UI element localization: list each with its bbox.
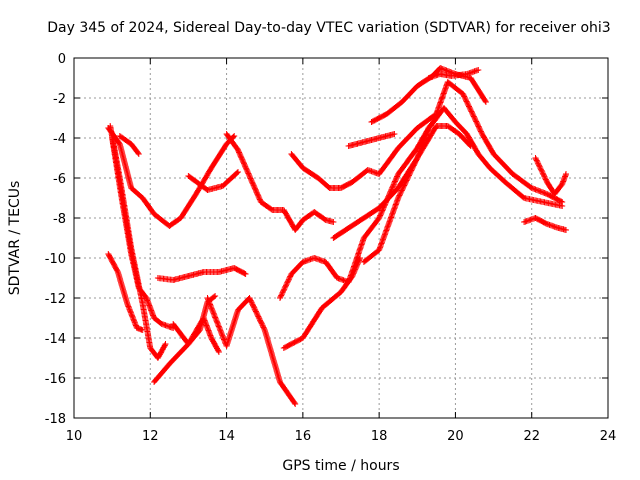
series-track-7 <box>154 265 249 283</box>
x-tick-label: 16 <box>295 429 312 444</box>
y-tick-label: -12 <box>45 292 66 307</box>
x-tick-label: 10 <box>66 429 83 444</box>
x-tick-label: 18 <box>371 429 388 444</box>
y-tick-label: -4 <box>53 132 66 147</box>
x-tick-label: 22 <box>523 429 540 444</box>
series-track-20 <box>521 215 569 233</box>
series-track-16 <box>330 115 440 241</box>
series-track-17 <box>345 131 398 149</box>
series-track-4 <box>105 251 146 333</box>
series-track-3 <box>109 135 177 331</box>
x-tick-label: 14 <box>218 429 235 444</box>
y-tick-label: -6 <box>53 172 66 187</box>
y-tick-label: -8 <box>53 212 66 227</box>
series-track-19 <box>425 67 482 81</box>
axis-ticks: 10 12 14 16 18 20 22 24 0 -2 -4 -6 -8 -10 -12 -14 -16 -18 <box>45 52 617 444</box>
y-tick-label: -18 <box>45 412 66 427</box>
y-tick-label: -2 <box>53 92 66 107</box>
y-tick-label: -16 <box>45 372 66 387</box>
data-layer <box>105 65 569 407</box>
plot-frame <box>73 57 609 419</box>
series-track-21 <box>532 155 569 197</box>
series-track-14 <box>277 105 566 301</box>
y-tick-label: 0 <box>58 52 66 67</box>
chart-title: Day 345 of 2024, Sidereal Day-to-day VTE… <box>47 20 610 36</box>
series-track-1 <box>105 125 238 229</box>
grid <box>74 58 608 418</box>
y-tick-label: -10 <box>45 252 66 267</box>
x-axis-label: GPS time / hours <box>282 458 399 474</box>
series-track-13 <box>288 79 566 205</box>
x-tick-label: 20 <box>447 429 464 444</box>
series-track-11 <box>223 131 337 233</box>
x-tick-label: 12 <box>142 429 159 444</box>
series-track-9 <box>204 295 299 407</box>
x-tick-label: 24 <box>600 429 617 444</box>
series-track-5 <box>116 133 142 157</box>
series-track-10 <box>185 169 241 193</box>
y-tick-label: -14 <box>45 332 66 347</box>
y-axis-label: SDTVAR / TECUs <box>7 181 23 296</box>
